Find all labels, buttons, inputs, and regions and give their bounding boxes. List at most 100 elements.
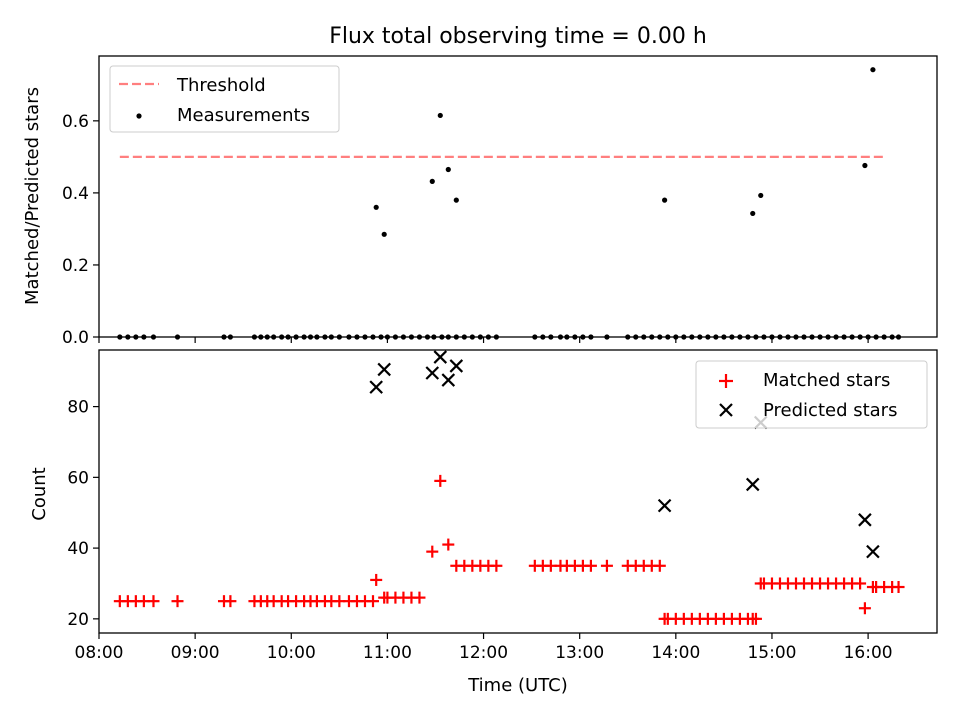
bottom-x-tick-label: 12:00 [459,643,508,663]
matched-star-marker [858,602,871,615]
top-y-tick-label: 0.4 [62,184,89,204]
measurement-point [429,178,435,184]
measurement-point [729,334,735,340]
measurement-point [604,334,610,340]
measurement-point [785,334,791,340]
predicted-legend-swatch [719,403,733,417]
measurement-point [424,334,431,340]
predicted-legend-label: Predicted stars [763,400,897,421]
measurement-point [445,334,451,340]
bottom-x-ticks: 08:00 09:00 10:00 11:00 12:00 13:00 14:00 15:00… [75,633,893,663]
top-y-tick-label: 0.6 [62,112,89,132]
bottom-x-tick-label: 10:00 [267,643,316,663]
top-y-ticks: 0.0 0.2 0.4 0.6 [62,112,99,348]
bottom-y-tick-label: 40 [67,539,89,559]
figure-title: Flux total observing time = 0.00 h [329,24,707,49]
measurement-points [117,67,902,340]
measurement-point [540,334,546,340]
measurement-legend-swatch [136,113,142,119]
measurement-point [141,334,147,340]
top-y-axis-label: Matched/Predicted stars [22,87,43,305]
measurement-point [532,334,538,340]
measurement-point [307,334,314,340]
measurement-point [564,334,570,340]
predicted-star-marker [433,350,448,364]
measurement-point [862,162,868,169]
measurement-legend-label: Measurements [177,105,310,126]
top-axes-frame [98,55,938,338]
measurement-point [453,197,459,203]
measurement-point [251,334,258,340]
measurement-point [649,334,655,340]
measurement-point [384,334,391,340]
measurement-point [461,334,467,340]
measurement-point [314,334,320,340]
threshold-legend-label: Threshold [176,75,266,96]
bottom-y-tick-label: 60 [67,468,89,488]
bottom-x-tick-label: 14:00 [651,643,700,663]
measurement-point [777,334,783,340]
measurement-point [133,334,139,340]
measurement-point [150,334,157,340]
measurement-point [258,334,264,340]
bottom-y-tick-label: 20 [67,610,89,630]
bottom-y-ticks: 20 40 60 80 [67,398,99,630]
measurement-point [865,334,871,340]
predicted-star-marker [377,362,391,377]
measurement-point [285,334,291,340]
measurement-point [416,334,423,340]
top-legend-box [109,65,340,133]
measurement-point [825,334,831,340]
measurement-point [336,334,342,340]
matched-star-marker [370,573,383,586]
measurement-point [737,334,743,340]
bottom-x-tick-label: 15:00 [747,643,796,663]
matched-star-marker [224,595,237,608]
bottom-legend-box [695,360,928,429]
predicted-star-marker [449,359,464,373]
measurement-point [641,334,647,340]
measurement-point [801,334,807,340]
measurement-point [769,334,775,340]
measurement-point [322,334,328,340]
measurement-point [705,334,711,340]
bottom-legend: Matched stars Predicted stars [695,360,928,429]
matched-star-marker [413,591,426,604]
measurement-point [301,334,307,340]
measurement-point [881,334,887,340]
measurement-point [117,334,123,340]
predicted-star-marker [657,498,672,513]
measurement-point [753,334,759,340]
predicted-star-marker [441,373,456,387]
measurement-point [381,231,387,237]
matched-star-marker [434,474,447,487]
measurement-point [673,334,679,340]
measurement-point [469,334,475,340]
predicted-star-marker [866,544,880,559]
top-legend: Threshold Measurements [109,65,340,133]
measurement-point [437,112,443,119]
bottom-x-tick-label: 11:00 [363,643,412,663]
measurement-point [713,334,719,340]
measurement-point [174,334,181,340]
x-axis-label: Time (UTC) [467,675,568,696]
measurement-point [817,334,823,340]
matched-star-marker [749,612,762,625]
matched-star-marker [490,559,503,572]
measurement-point [485,334,491,340]
measurement-point [477,334,483,340]
bottom-panel: 20 40 60 80 08:00 09:00 10:00 11:00 12:00 13:00 1… [29,349,938,696]
measurement-point [657,334,663,340]
top-panel: 0.0 0.2 0.4 0.6 Matched/Predicted stars Thr… [22,55,938,348]
bottom-y-tick-label: 80 [67,398,89,418]
matched-star-marker [442,538,455,551]
measurement-point [873,334,879,340]
bottom-x-tick-label: 09:00 [171,643,220,663]
measurement-point [633,334,639,340]
matched-legend-swatch [719,374,733,388]
measurement-point [279,334,285,340]
measurement-point [227,334,233,340]
measurement-point [889,334,895,340]
measurement-point [362,334,368,340]
